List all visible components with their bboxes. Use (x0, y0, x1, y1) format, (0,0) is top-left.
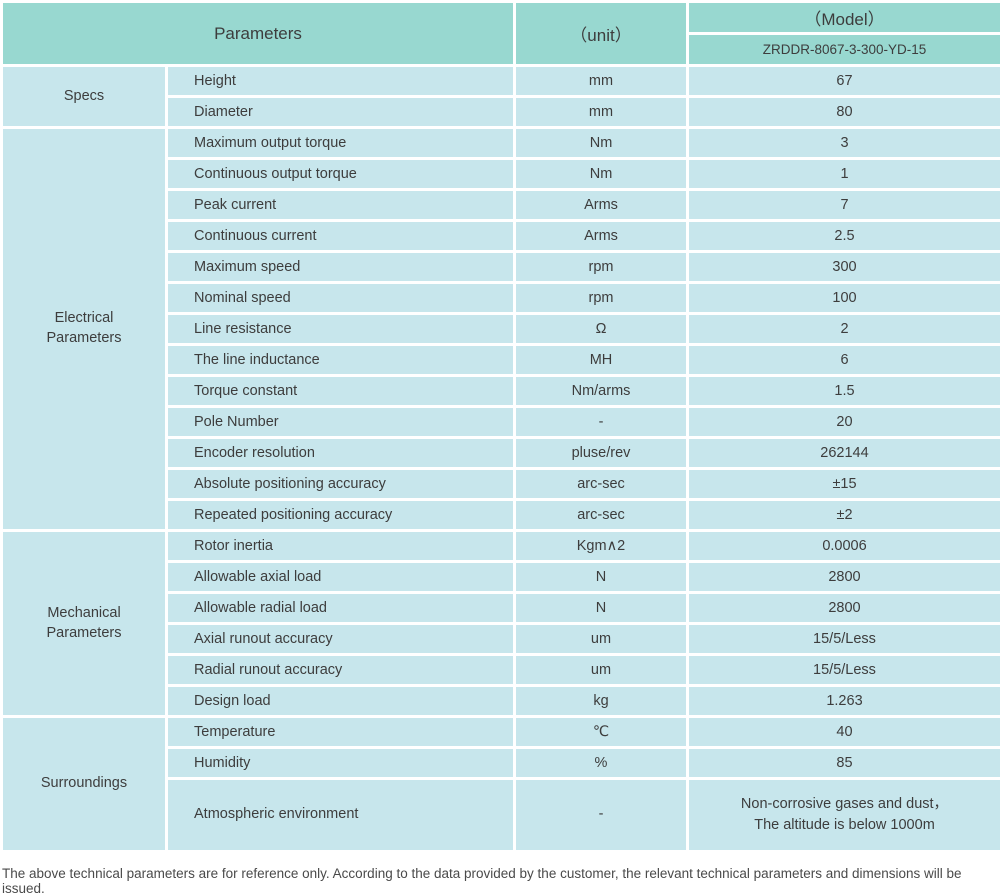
value-cell: 1.263 (688, 686, 1000, 717)
value-cell: 15/5/Less (688, 655, 1000, 686)
param-cell: Pole Number (167, 407, 515, 438)
param-cell: Maximum speed (167, 252, 515, 283)
value-cell: 3 (688, 128, 1000, 159)
unit-cell: N (515, 593, 688, 624)
value-cell: 0.0006 (688, 531, 1000, 562)
value-cell: 100 (688, 283, 1000, 314)
unit-cell: kg (515, 686, 688, 717)
unit-cell: N (515, 562, 688, 593)
unit-cell: - (515, 407, 688, 438)
param-cell: Maximum output torque (167, 128, 515, 159)
section-cell: Electrical Parameters (2, 128, 167, 531)
unit-cell: pluse/rev (515, 438, 688, 469)
param-cell: Line resistance (167, 314, 515, 345)
section-cell: Surroundings (2, 717, 167, 852)
unit-cell: um (515, 655, 688, 686)
param-cell: Repeated positioning accuracy (167, 500, 515, 531)
value-cell: 2800 (688, 562, 1000, 593)
header-unit: （unit） (515, 2, 688, 66)
param-cell: Temperature (167, 717, 515, 748)
unit-cell: Kgm∧2 (515, 531, 688, 562)
unit-cell: arc-sec (515, 500, 688, 531)
unit-cell: ℃ (515, 717, 688, 748)
param-cell: Allowable axial load (167, 562, 515, 593)
param-cell: Axial runout accuracy (167, 624, 515, 655)
unit-cell: rpm (515, 283, 688, 314)
unit-cell: Arms (515, 190, 688, 221)
param-cell: Design load (167, 686, 515, 717)
value-cell: 6 (688, 345, 1000, 376)
unit-cell: rpm (515, 252, 688, 283)
param-cell: Atmospheric environment (167, 779, 515, 852)
value-cell: 1.5 (688, 376, 1000, 407)
value-cell: 67 (688, 66, 1000, 97)
value-cell: 85 (688, 748, 1000, 779)
param-cell: Peak current (167, 190, 515, 221)
param-cell: Nominal speed (167, 283, 515, 314)
section-cell: Mechanical Parameters (2, 531, 167, 717)
unit-cell: mm (515, 66, 688, 97)
unit-cell: arc-sec (515, 469, 688, 500)
param-cell: Diameter (167, 97, 515, 128)
param-cell: Continuous output torque (167, 159, 515, 190)
header-model-value: ZRDDR-8067-3-300-YD-15 (688, 34, 1000, 66)
unit-cell: Nm (515, 128, 688, 159)
section-cell: Specs (2, 66, 167, 128)
param-cell: Humidity (167, 748, 515, 779)
spec-table: Parameters （unit） （Model） ZRDDR-8067-3-3… (0, 0, 1000, 853)
param-cell: Rotor inertia (167, 531, 515, 562)
param-cell: Torque constant (167, 376, 515, 407)
value-cell: 15/5/Less (688, 624, 1000, 655)
value-cell: 262144 (688, 438, 1000, 469)
value-cell: 20 (688, 407, 1000, 438)
footer-note: The above technical parameters are for r… (2, 866, 1000, 896)
header-model: （Model） (688, 2, 1000, 34)
param-cell: Radial runout accuracy (167, 655, 515, 686)
value-cell: Non-corrosive gases and dust， The altitu… (688, 779, 1000, 852)
param-cell: Absolute positioning accuracy (167, 469, 515, 500)
header-parameters: Parameters (2, 2, 515, 66)
value-cell: ±2 (688, 500, 1000, 531)
value-cell: 300 (688, 252, 1000, 283)
param-cell: Encoder resolution (167, 438, 515, 469)
value-cell: 7 (688, 190, 1000, 221)
unit-cell: Nm/arms (515, 376, 688, 407)
unit-cell: um (515, 624, 688, 655)
param-cell: The line inductance (167, 345, 515, 376)
value-cell: 1 (688, 159, 1000, 190)
unit-cell: MH (515, 345, 688, 376)
unit-cell: Arms (515, 221, 688, 252)
param-cell: Continuous current (167, 221, 515, 252)
param-cell: Allowable radial load (167, 593, 515, 624)
value-cell: 80 (688, 97, 1000, 128)
header-row-top: Parameters （unit） （Model） (2, 2, 1000, 34)
value-cell: 2 (688, 314, 1000, 345)
unit-cell: Ω (515, 314, 688, 345)
param-cell: Height (167, 66, 515, 97)
value-cell: ±15 (688, 469, 1000, 500)
value-cell: 2800 (688, 593, 1000, 624)
unit-cell: mm (515, 97, 688, 128)
unit-cell: Nm (515, 159, 688, 190)
unit-cell: % (515, 748, 688, 779)
unit-cell: - (515, 779, 688, 852)
value-cell: 2.5 (688, 221, 1000, 252)
value-cell: 40 (688, 717, 1000, 748)
